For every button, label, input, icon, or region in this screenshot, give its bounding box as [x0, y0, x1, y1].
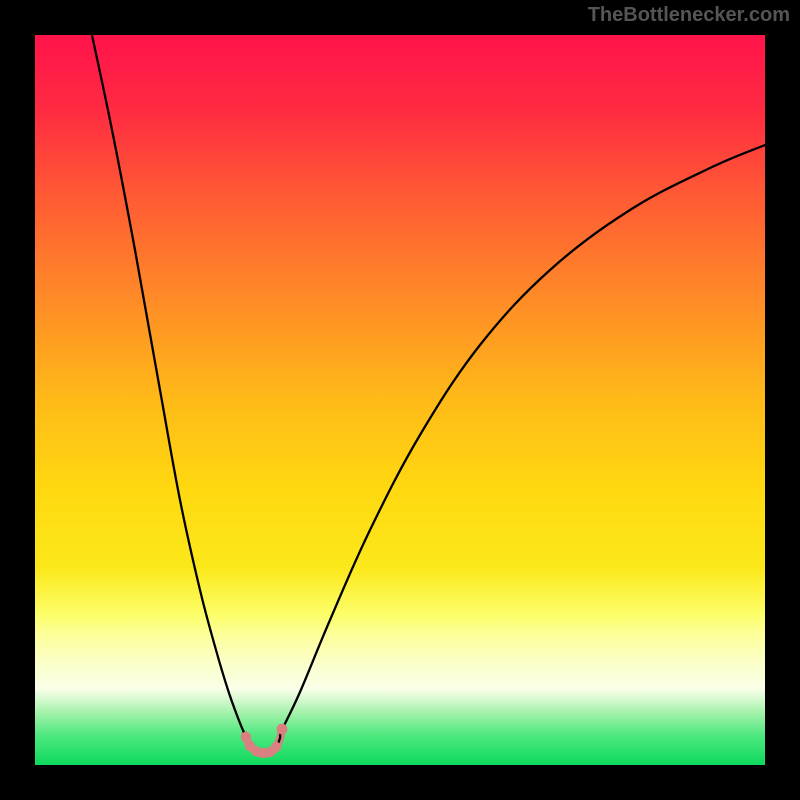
notch-marker — [271, 742, 281, 752]
attribution-label: TheBottlenecker.com — [588, 4, 790, 27]
notch-marker — [241, 732, 251, 742]
plot-background — [35, 35, 765, 765]
chart-container: TheBottlenecker.com — [0, 0, 800, 800]
notch-marker — [277, 724, 288, 735]
bottleneck-chart — [0, 0, 800, 800]
